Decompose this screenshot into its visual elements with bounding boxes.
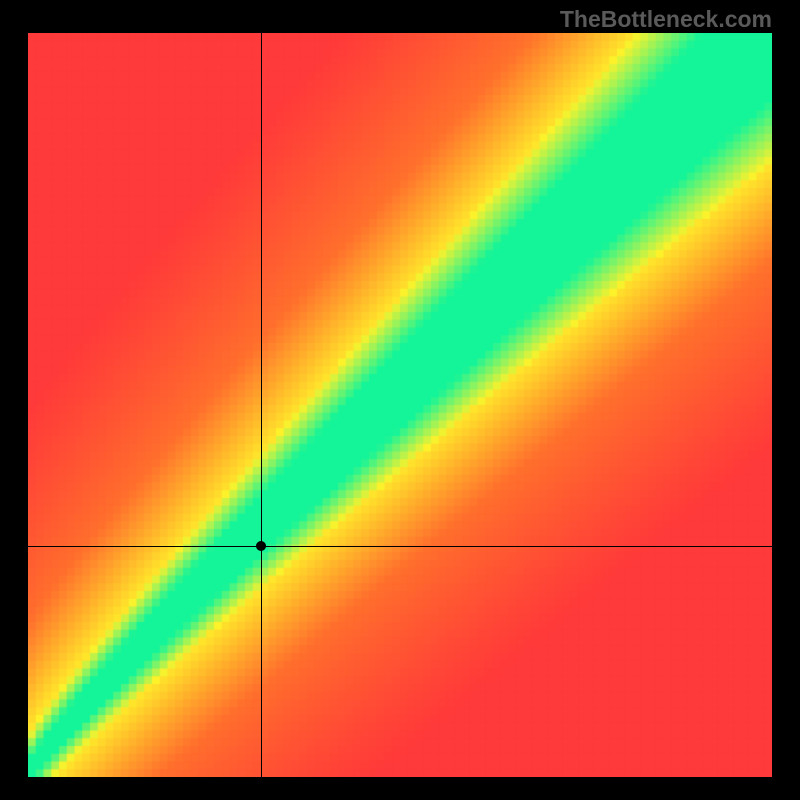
plot-container [28,33,772,777]
data-point [256,541,266,551]
watermark: TheBottleneck.com [560,6,772,33]
crosshair-horizontal [28,546,772,547]
bottleneck-heatmap [28,33,772,777]
crosshair-vertical [261,33,262,777]
